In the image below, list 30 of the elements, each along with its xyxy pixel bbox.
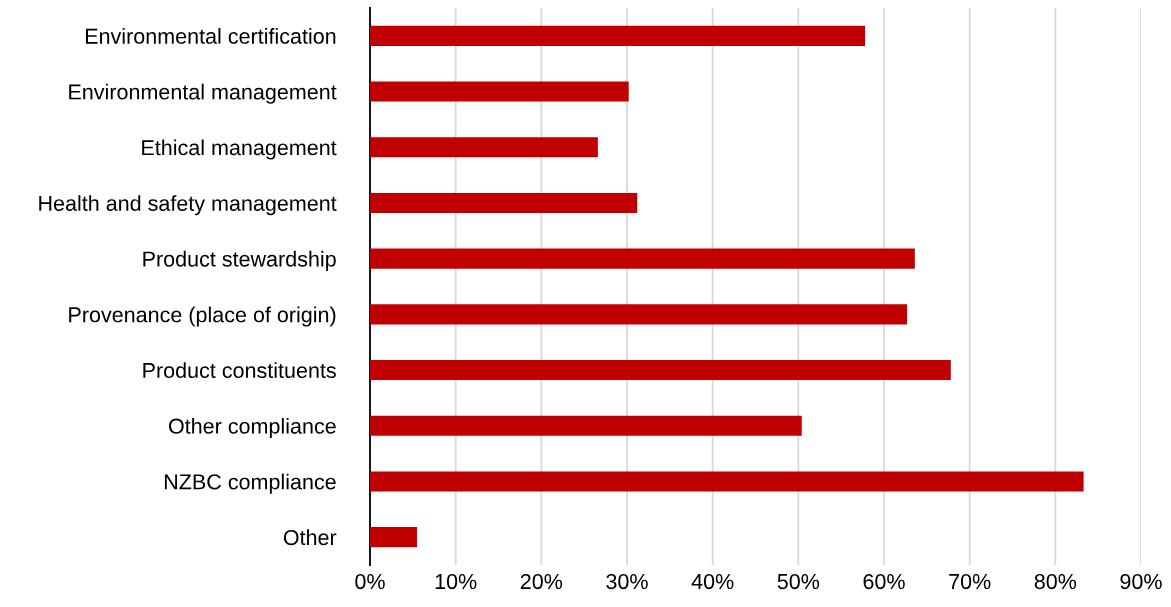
bar (370, 527, 418, 548)
y-tick-label: Product constituents (143, 362, 336, 379)
x-tick-label: 30% (606, 573, 648, 590)
x-tick-label: 80% (1034, 573, 1077, 590)
bar (370, 192, 638, 213)
x-tick-label: 70% (949, 573, 991, 590)
x-tick-label: 90% (1120, 573, 1162, 590)
bar (370, 81, 629, 102)
x-tick-label: 50% (777, 573, 820, 590)
x-tick-label: 20% (520, 573, 563, 590)
y-tick-label: Environmental management (69, 83, 337, 104)
bar (370, 415, 802, 436)
bar (370, 471, 1084, 492)
x-tick-label: 0% (355, 573, 385, 590)
bar (370, 137, 598, 158)
bar (370, 304, 908, 325)
x-tick-label: 60% (863, 573, 905, 590)
y-tick-label: Provenance (place of origin) (69, 306, 336, 327)
y-tick-label: Other compliance (168, 417, 336, 439)
y-tick-label: Health and safety management (39, 195, 337, 216)
bar (370, 25, 866, 46)
y-tick-label: NZBC compliance (164, 473, 336, 494)
x-tick-label: 40% (691, 573, 734, 590)
y-tick-label: Ethical management (142, 139, 337, 160)
x-tick-label: 10% (435, 573, 477, 590)
y-tick-label: Environmental certification (85, 28, 336, 44)
y-tick-label: Other (283, 529, 337, 546)
y-tick-label: Product stewardship (143, 250, 336, 271)
bar (370, 248, 915, 269)
bar (370, 360, 951, 381)
